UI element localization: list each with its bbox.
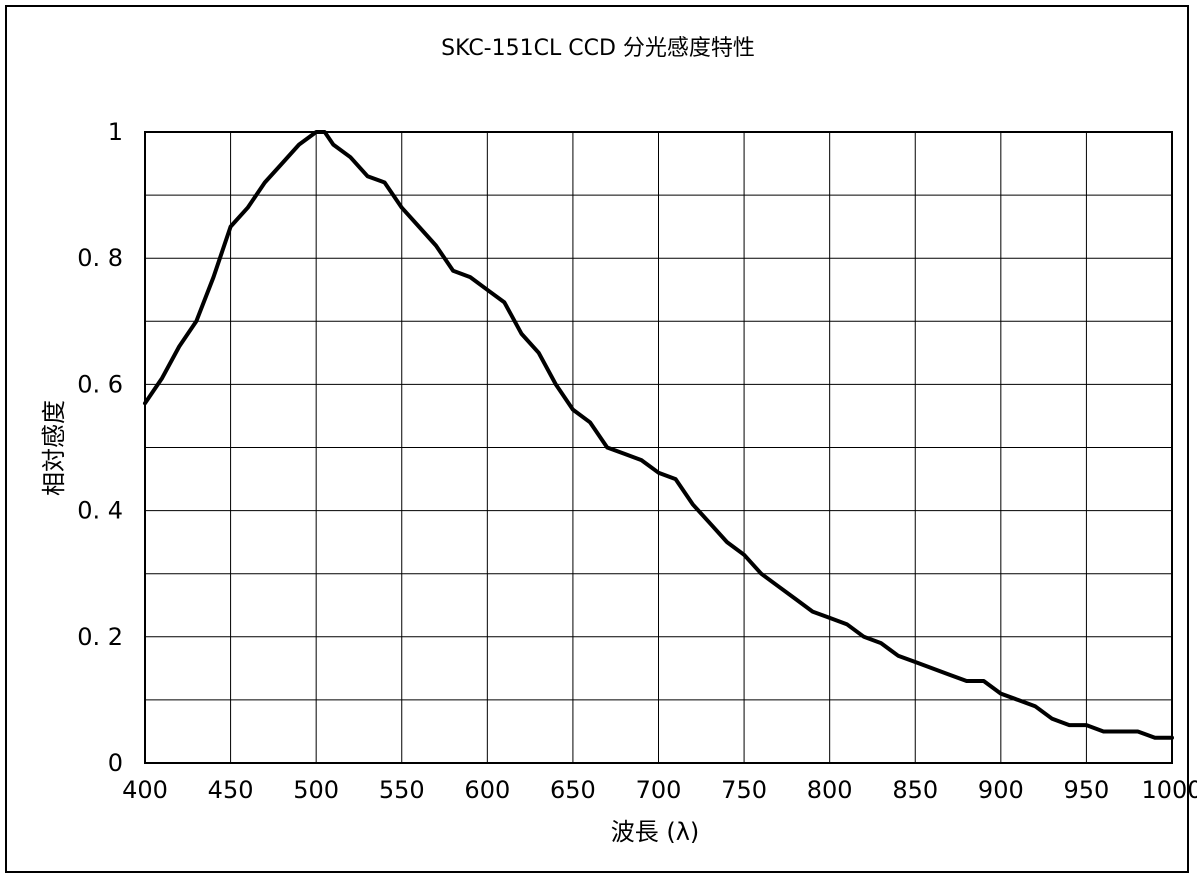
x-tick-label-8: 800	[807, 776, 853, 804]
series-line-relative-sensitivity	[143, 130, 1174, 740]
x-tick-label-6: 700	[636, 776, 682, 804]
chart-title: SKC-151CL CCD 分光感度特性	[441, 36, 755, 61]
x-tick-label-2: 500	[293, 776, 339, 804]
x-tick-label-9: 850	[892, 776, 938, 804]
y-axis-label: 相対感度	[40, 400, 68, 496]
x-tick-label-4: 600	[464, 776, 510, 804]
x-tick-label-11: 950	[1064, 776, 1110, 804]
x-tick-label-1: 450	[208, 776, 254, 804]
x-tick-label-7: 750	[721, 776, 767, 804]
y-tick-label-3: 0. 6	[77, 370, 123, 398]
y-tick-label-4: 0. 8	[77, 244, 123, 272]
x-tick-label-0: 400	[122, 776, 168, 804]
y-tick-label-5: 1	[108, 118, 123, 146]
x-tick-label-5: 650	[550, 776, 596, 804]
plot-area	[144, 131, 1173, 764]
x-axis-label: 波長 (λ)	[611, 818, 700, 846]
x-tick-label-12: 1000	[1141, 776, 1197, 804]
chart-frame	[5, 5, 1189, 873]
x-axis-ticks: 400 450 500 550 600 650 700 750 800 850 900 950 1000	[122, 776, 1197, 804]
y-tick-label-1: 0. 2	[77, 623, 123, 651]
y-axis-ticks: 0 0. 2 0. 4 0. 6 0. 8 1	[77, 118, 123, 777]
x-tick-label-3: 550	[379, 776, 425, 804]
y-tick-label-0: 0	[108, 749, 123, 777]
y-tick-label-2: 0. 4	[77, 497, 123, 525]
x-tick-label-10: 900	[978, 776, 1024, 804]
grid-lines	[144, 132, 1173, 763]
